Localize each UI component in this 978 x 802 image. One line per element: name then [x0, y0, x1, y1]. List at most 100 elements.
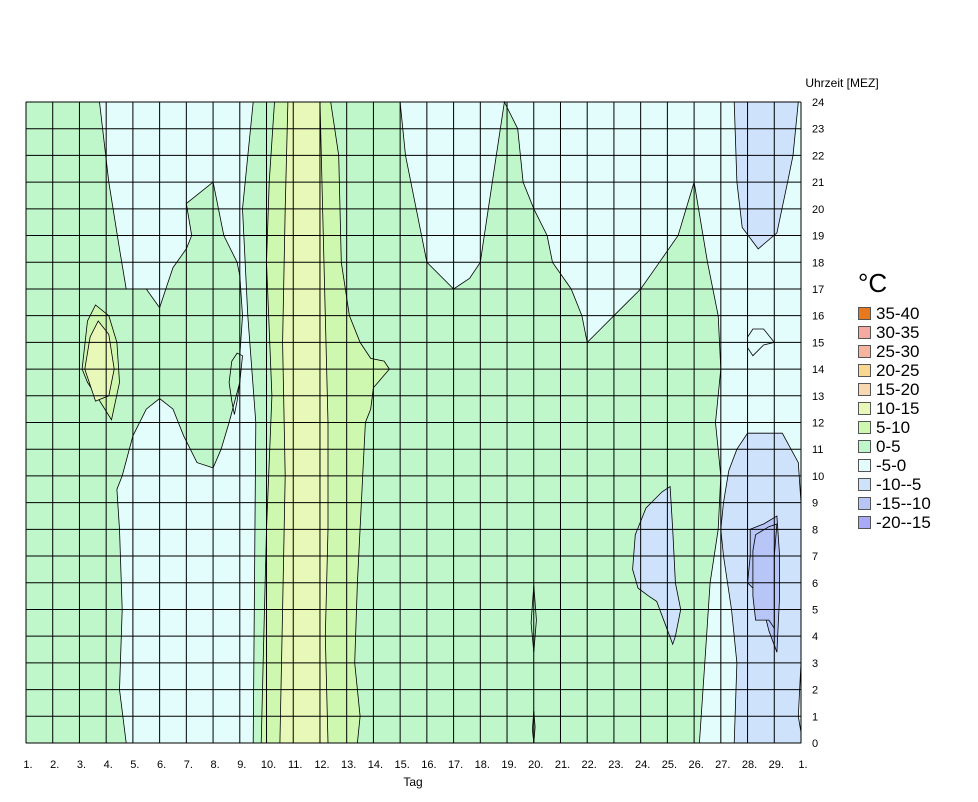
legend-swatch [858, 497, 871, 510]
y-tick-label: 18 [812, 257, 824, 269]
legend-swatch [858, 516, 871, 529]
legend-entry: -5-0 [858, 456, 931, 475]
x-tick-label: 1. [798, 759, 807, 771]
contour-region-10 [752, 523, 778, 630]
legend: °C 35-40 30-35 25-30 20-25 15-20 10-15 5-10 0-5… [858, 268, 931, 532]
legend-label: -20--15 [876, 513, 931, 532]
y-tick-label: 9 [812, 498, 818, 510]
y-tick-label: 15 [812, 337, 824, 349]
x-tick-label: 3. [77, 759, 86, 771]
x-tick-label: 28. [742, 759, 757, 771]
x-tick-label: 10. [261, 759, 276, 771]
x-tick-label: 7. [184, 759, 193, 771]
y-tick-label: 8 [812, 524, 818, 536]
legend-label: -10--5 [876, 475, 922, 494]
x-tick-label: 4. [104, 759, 113, 771]
legend-swatch [858, 364, 871, 377]
grid-lines [25, 101, 802, 744]
x-tick-label: 5. [130, 759, 139, 771]
x-tick-label: 22. [582, 759, 597, 771]
x-tick-label: 18. [475, 759, 490, 771]
contour-region-4 [84, 320, 115, 402]
legend-label: 30-35 [876, 323, 920, 342]
y-tick-label: 11 [812, 444, 823, 456]
legend-title: °C [858, 268, 888, 298]
legend-label: -5-0 [876, 456, 907, 475]
x-tick-label: 1. [23, 759, 32, 771]
legend-entry: 0-5 [858, 437, 931, 456]
y-tick-label: 13 [812, 391, 824, 403]
y-tick-label: 1 [812, 711, 818, 723]
y-tick-label: 12 [812, 418, 824, 430]
x-axis-title: Tag [403, 775, 422, 789]
x-tick-label: 2. [50, 759, 59, 771]
legend-entries: 35-40 30-35 25-30 20-25 15-20 10-15 5-10 0-5 -5-… [858, 304, 931, 532]
x-tick-label: 15. [394, 759, 409, 771]
x-tick-label: 13. [341, 759, 356, 771]
y-tick-label: 5 [812, 604, 818, 616]
legend-label: 0-5 [876, 437, 901, 456]
legend-swatch [858, 478, 871, 491]
legend-label: 35-40 [876, 304, 920, 323]
x-tick-labels: 1. 2. 3. 4. 5. 6. 7. 8. 9. 10. 11. 12. 13. 14. 15. 16. 1… [23, 759, 807, 771]
contour-region-6 [733, 101, 799, 250]
legend-entry: -10--5 [858, 475, 931, 494]
y-tick-label: 16 [812, 311, 824, 323]
x-tick-label: 12. [314, 759, 329, 771]
x-tick-label: 6. [157, 759, 166, 771]
legend-swatch [858, 345, 871, 358]
legend-label: 5-10 [876, 418, 911, 437]
legend-entry: -20--15 [858, 513, 931, 532]
x-tick-label: 24. [635, 759, 650, 771]
y-tick-label: 19 [812, 231, 824, 243]
x-tick-label: 19. [501, 759, 516, 771]
x-tick-label: 11. [288, 759, 302, 771]
legend-entry: 25-30 [858, 342, 931, 361]
legend-label: 15-20 [876, 380, 920, 399]
y-axis-title: Uhrzeit [MEZ] [805, 76, 878, 90]
y-tick-label: 0 [812, 738, 818, 750]
x-tick-label: 9. [237, 759, 246, 771]
legend-entry: 10-15 [858, 399, 931, 418]
y-tick-label: 6 [812, 578, 818, 590]
y-tick-label: 17 [812, 284, 824, 296]
x-tick-label: 8. [210, 759, 219, 771]
y-tick-label: 10 [812, 471, 824, 483]
y-tick-label: 3 [812, 658, 818, 670]
x-tick-label: 29. [769, 759, 784, 771]
legend-entry: 35-40 [858, 304, 931, 323]
contour-line-3 [747, 328, 776, 357]
x-tick-label: 14. [368, 759, 383, 771]
legend-swatch [858, 307, 871, 320]
legend-entry: 20-25 [858, 361, 931, 380]
legend-swatch [858, 440, 871, 453]
legend-swatch [858, 326, 871, 339]
legend-entry: 30-35 [858, 323, 931, 342]
y-tick-label: 14 [812, 364, 824, 376]
legend-swatch [858, 383, 871, 396]
contour-line-0 [228, 352, 243, 415]
y-tick-label: 21 [812, 177, 824, 189]
legend-label: -15--10 [876, 494, 931, 513]
y-tick-label: 22 [812, 150, 824, 162]
y-tick-label: 2 [812, 685, 818, 697]
x-tick-label: 26. [688, 759, 703, 771]
legend-label: 25-30 [876, 342, 920, 361]
x-tick-label: 25. [662, 759, 677, 771]
legend-swatch [858, 402, 871, 415]
x-tick-label: 23. [608, 759, 623, 771]
legend-label: 20-25 [876, 361, 920, 380]
y-tick-label: 20 [812, 204, 824, 216]
x-tick-label: 27. [715, 759, 730, 771]
x-tick-label: 17. [448, 759, 463, 771]
legend-entry: 15-20 [858, 380, 931, 399]
y-tick-label: 7 [812, 551, 818, 563]
y-tick-label: 24 [812, 97, 824, 109]
legend-entry: -15--10 [858, 494, 931, 513]
legend-entry: 5-10 [858, 418, 931, 437]
x-tick-label: 21. [555, 759, 570, 771]
x-tick-label: 16. [421, 759, 436, 771]
x-tick-label: 20. [528, 759, 543, 771]
